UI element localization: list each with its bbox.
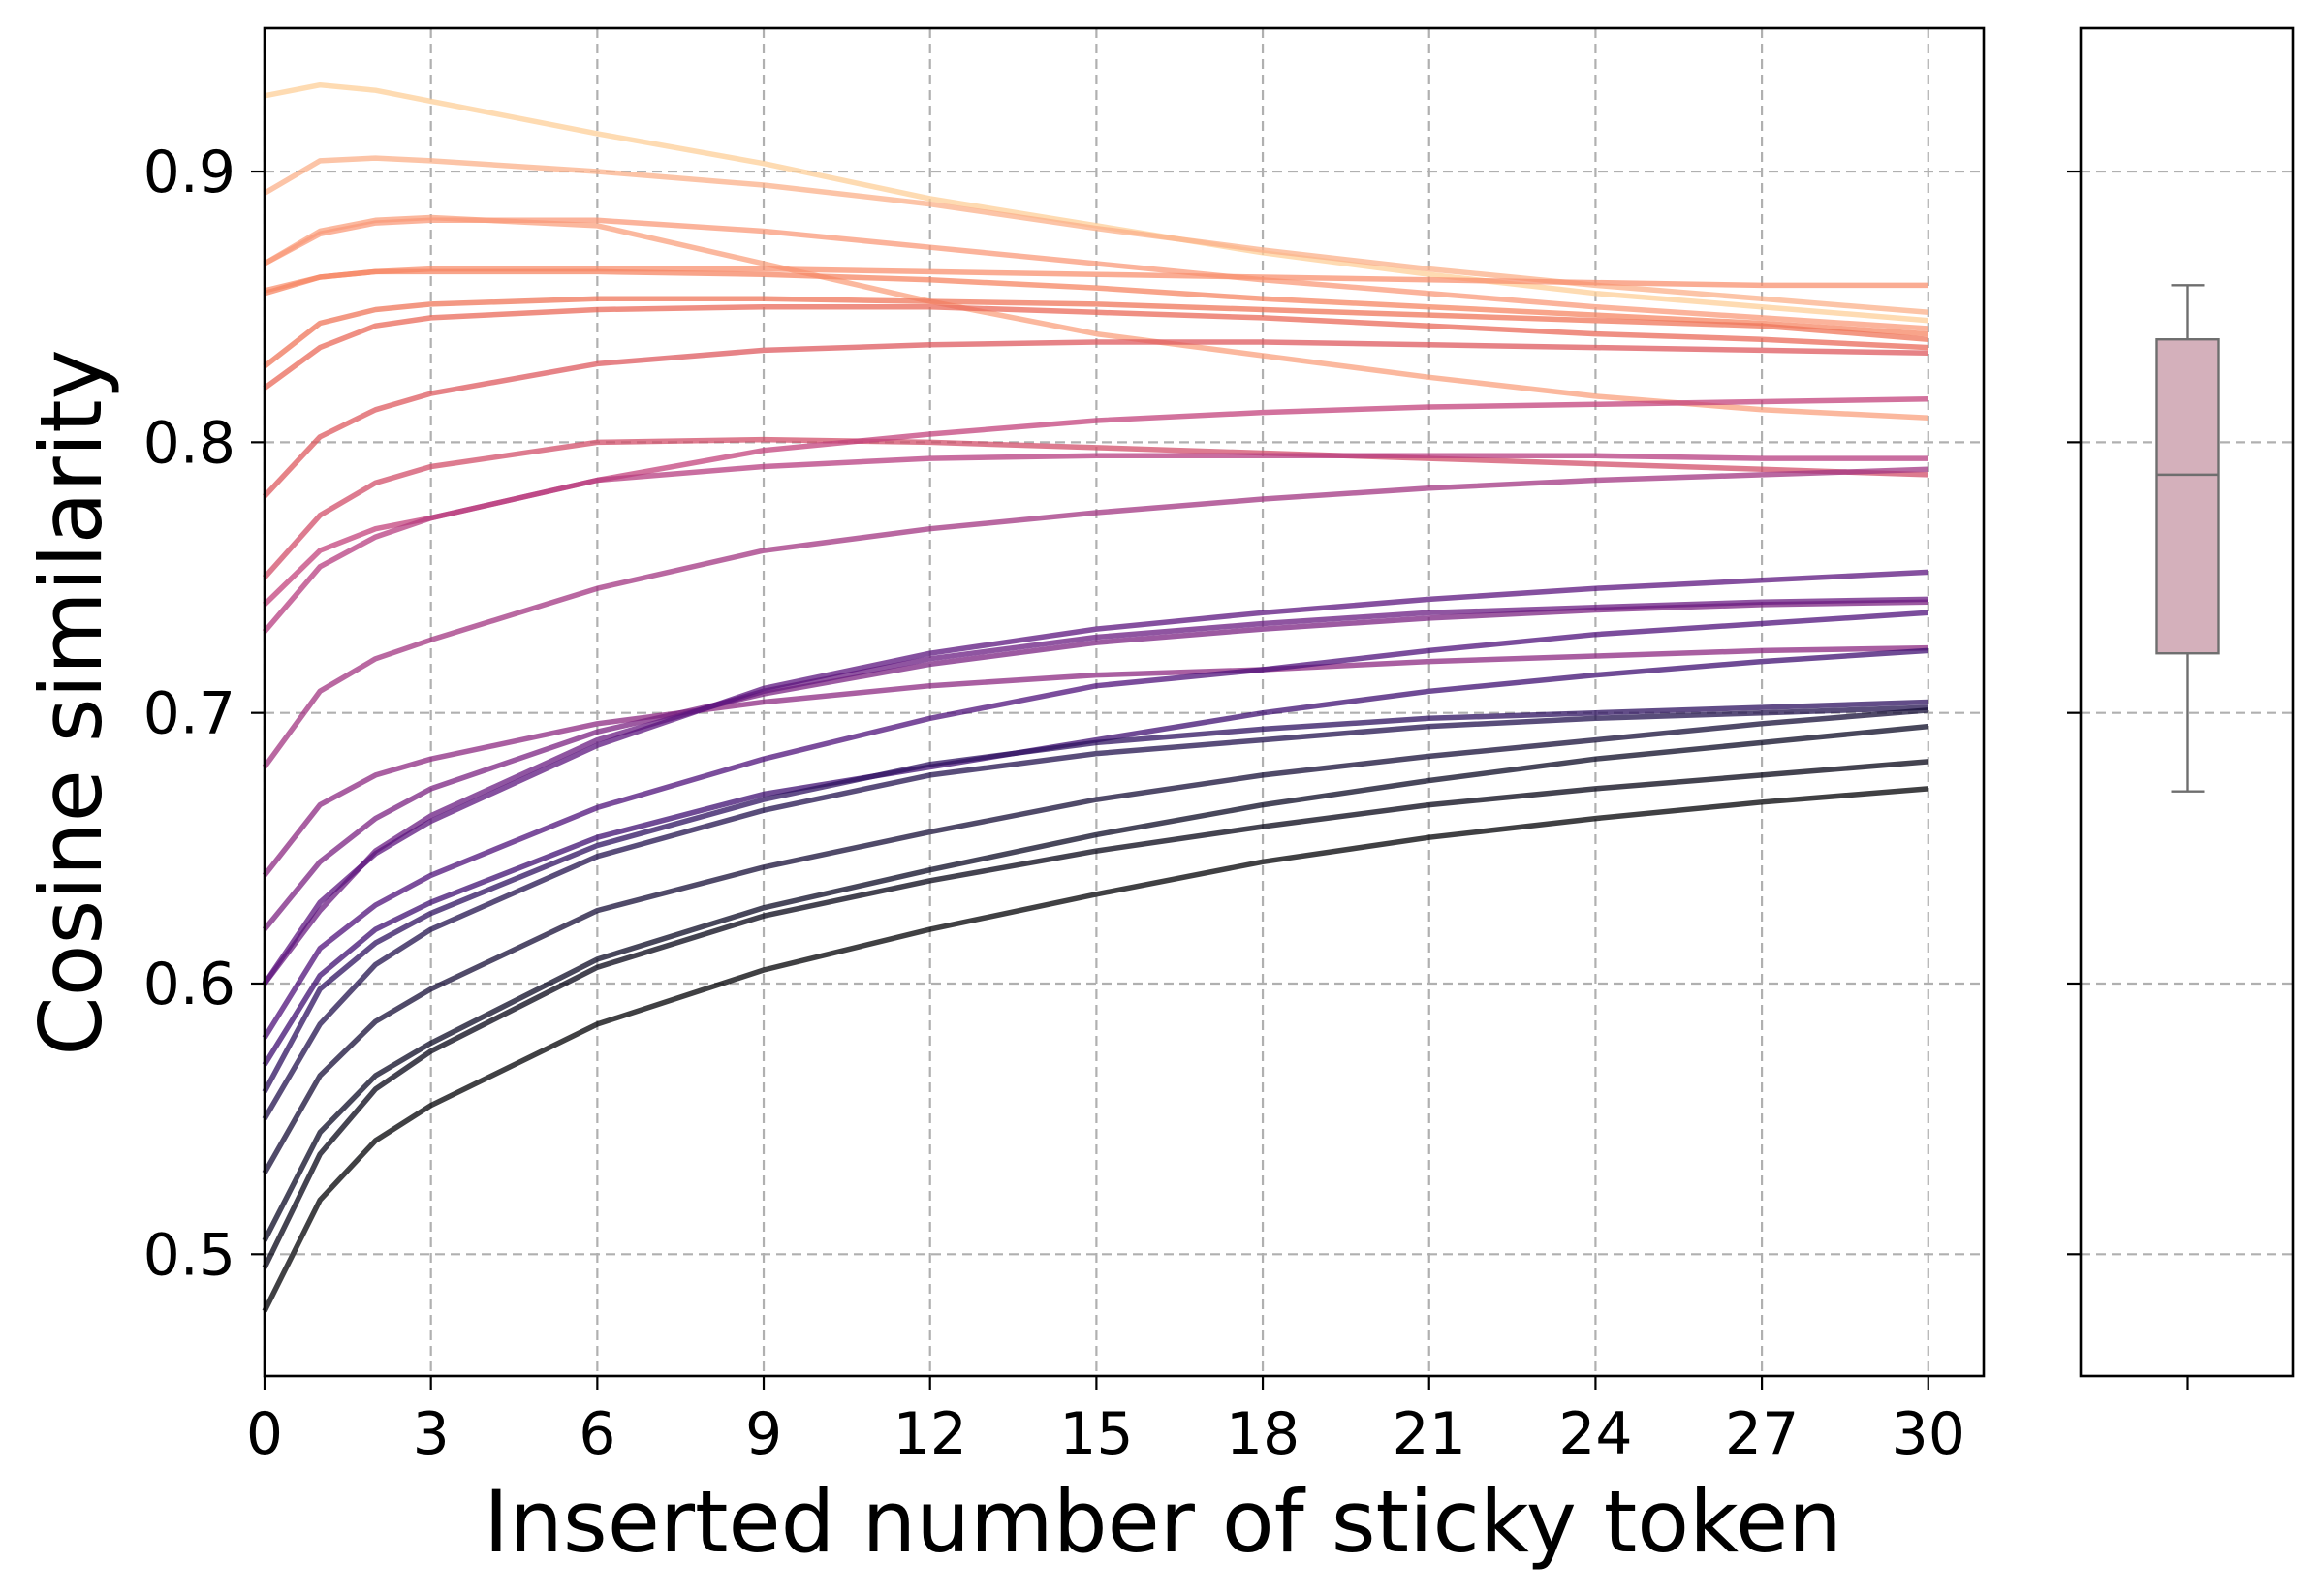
y-axis-title: Cosine similarity (21, 349, 121, 1056)
series-line (262, 436, 1928, 579)
x-axis-title: Inserted number of sticky token (484, 1472, 1842, 1572)
series-line (263, 155, 1929, 316)
x-tick-label: 0 (246, 1400, 283, 1468)
main-plot-frame (263, 26, 1986, 1378)
series-line (264, 81, 1929, 324)
x-tick-label: 24 (1558, 1400, 1632, 1468)
box-plot-panel (2067, 26, 2295, 1390)
box-axis-ticks (2067, 170, 2189, 1390)
line-chart: 0 3 6 9 12 15 18 21 24 27 30 0.5 0.6 0.7 0.8 0.9 Insert… (21, 26, 1986, 1572)
series-line (262, 723, 1929, 1242)
series-line (263, 296, 1929, 369)
series-line (264, 268, 1928, 337)
box-gridlines (2081, 170, 2293, 1256)
series-line (262, 339, 1928, 499)
series-line (262, 707, 1929, 1174)
series-line (262, 599, 1928, 931)
y-tick-label: 0.7 (143, 680, 235, 748)
series-lines (262, 81, 1929, 1313)
series-line (262, 704, 1928, 1120)
series-line (262, 466, 1928, 769)
x-tick-label: 21 (1393, 1400, 1466, 1468)
series-line (263, 303, 1928, 391)
x-tick-label: 3 (413, 1400, 450, 1468)
box-iqr (2155, 338, 2220, 655)
y-tick-label: 0.8 (143, 409, 235, 477)
series-line (262, 569, 1928, 986)
y-tick-label: 0.5 (143, 1221, 235, 1289)
box-plot (2155, 284, 2220, 793)
x-tick-label: 18 (1226, 1400, 1300, 1468)
y-tick-label: 0.9 (143, 139, 235, 206)
x-tick-label: 9 (745, 1400, 782, 1468)
x-tick-label: 30 (1892, 1400, 1965, 1468)
x-tick-label: 6 (579, 1400, 615, 1468)
series-line (262, 453, 1928, 634)
x-tick-label: 27 (1725, 1400, 1799, 1468)
x-tick-label: 15 (1059, 1400, 1133, 1468)
series-line (262, 644, 1928, 878)
series-line (262, 786, 1929, 1313)
series-line (262, 610, 1928, 1040)
y-tick-label: 0.6 (143, 951, 235, 1018)
series-line (262, 699, 1928, 1094)
series-line (263, 395, 1928, 607)
x-tick-label: 12 (894, 1400, 967, 1468)
series-line (263, 217, 1928, 331)
main-axis-ticks: 0 3 6 9 12 15 18 21 24 27 30 0.5 0.6 0.7 0.8 0.9 (143, 139, 1965, 1468)
series-line (262, 759, 1929, 1269)
